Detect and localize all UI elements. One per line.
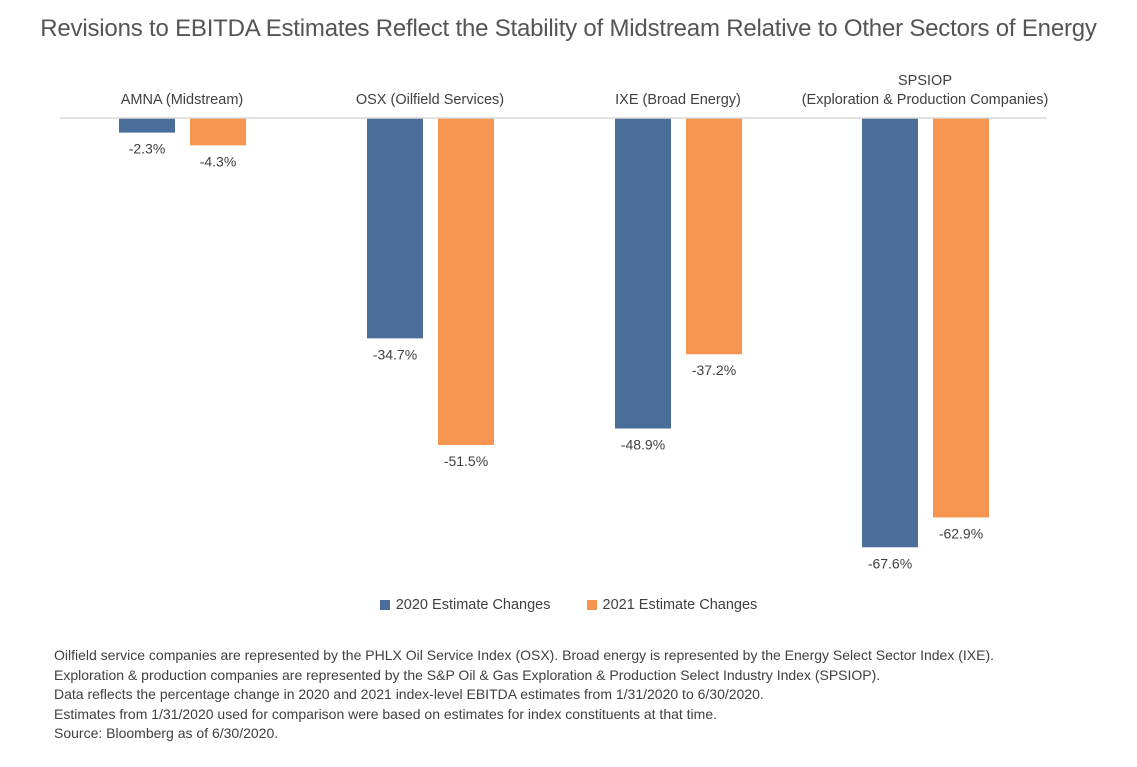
category-label: SPSIOP bbox=[898, 73, 952, 89]
footnote-line: Data reflects the percentage change in 2… bbox=[54, 686, 764, 702]
data-label: -67.6% bbox=[868, 555, 912, 571]
category-label: IXE (Broad Energy) bbox=[615, 92, 741, 108]
footnote-line: Source: Bloomberg as of 6/30/2020. bbox=[54, 725, 279, 741]
category-label: OSX (Oilfield Services) bbox=[356, 92, 504, 108]
footnote-line: Exploration & production companies are r… bbox=[54, 666, 881, 683]
data-label: -62.9% bbox=[939, 525, 983, 541]
bar-2020 bbox=[119, 118, 175, 133]
legend-swatch-2021 bbox=[586, 600, 597, 610]
bar-2021 bbox=[686, 118, 742, 355]
category-label: AMNA (Midstream) bbox=[121, 92, 243, 108]
data-label: -37.2% bbox=[692, 362, 736, 378]
legend-item-2021: 2021 Estimate Changes bbox=[586, 597, 758, 613]
data-label: -2.3% bbox=[129, 141, 166, 157]
data-label: -48.9% bbox=[621, 437, 665, 453]
footnote-line: Oilfield service companies are represent… bbox=[54, 647, 995, 663]
bar-2021 bbox=[190, 118, 246, 146]
footnote-line: Estimates from 1/31/2020 used for compar… bbox=[54, 705, 718, 722]
bar-2021 bbox=[933, 118, 989, 518]
footnotes: Oilfield service companies are represent… bbox=[54, 646, 994, 744]
legend-label-2021: 2021 Estimate Changes bbox=[602, 597, 758, 613]
bar-2020 bbox=[367, 118, 423, 339]
legend-label-2020: 2020 Estimate Changes bbox=[395, 597, 551, 613]
bar-2021 bbox=[438, 118, 494, 446]
legend-item-2020: 2020 Estimate Changes bbox=[379, 597, 551, 613]
bar-2020 bbox=[615, 118, 671, 429]
bar-2020 bbox=[862, 118, 918, 548]
legend-swatch-2020 bbox=[379, 600, 390, 610]
data-label: -34.7% bbox=[373, 346, 417, 362]
category-label: (Exploration & Production Companies) bbox=[802, 92, 1049, 108]
data-label: -4.3% bbox=[200, 153, 237, 169]
legend: 2020 Estimate Changes 2021 Estimate Chan… bbox=[0, 597, 1137, 613]
data-label: -51.5% bbox=[444, 453, 488, 469]
chart-title: Revisions to EBITDA Estimates Reflect th… bbox=[40, 15, 1097, 42]
